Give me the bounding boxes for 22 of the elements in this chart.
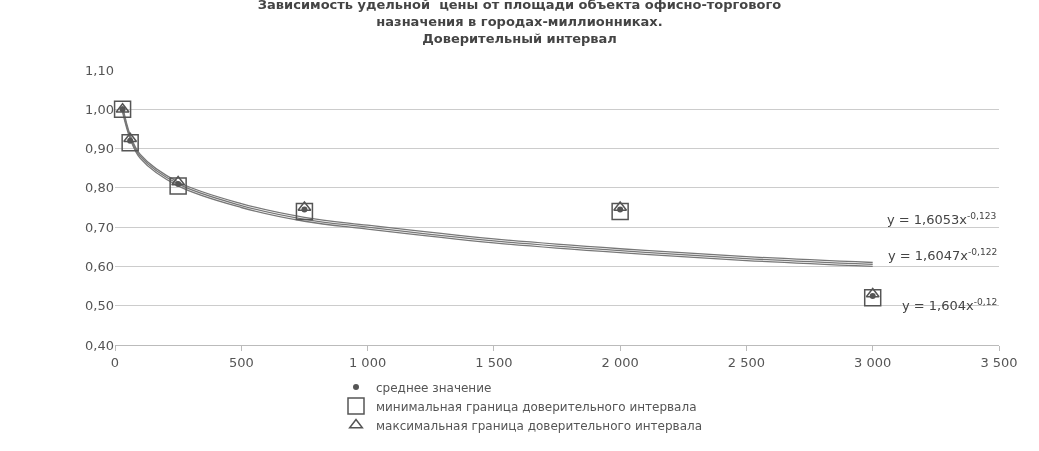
y-tick-label: 0,40 [85,337,114,353]
x-tick-label: 2 500 [727,354,766,370]
x-tick-label: 3 500 [980,354,1018,370]
x-tick-label: 3 000 [854,354,892,370]
legend-label: минимальная граница доверительного интервала [376,399,697,414]
legend-label: среднее значение [376,380,492,395]
x-tick-label: 1 500 [475,354,513,370]
y-tick-label: 0,50 [85,298,114,314]
y-tick-label: 0,80 [85,180,114,196]
y-tick-label: 1,10 [85,62,114,78]
y-tick-label: 1,00 [85,101,114,117]
y-tick-label: 0,60 [85,258,114,274]
x-tick-label: 1 000 [348,354,387,370]
y-tick-label: 0,90 [85,141,114,157]
x-tick-label: 0 [110,354,120,370]
legend-label: максимальная граница доверительного интервала [376,418,703,433]
annotation: y = 1,6047x$^{-0,122}$ [888,247,998,264]
annotation: y = 1,604x$^{-0,12}$ [902,297,998,314]
x-tick-label: 2 000 [601,354,639,370]
annotation: y = 1,6053x$^{-0,123}$ [887,211,997,228]
y-tick-label: 0,70 [85,219,114,235]
x-tick-label: 500 [228,354,254,370]
